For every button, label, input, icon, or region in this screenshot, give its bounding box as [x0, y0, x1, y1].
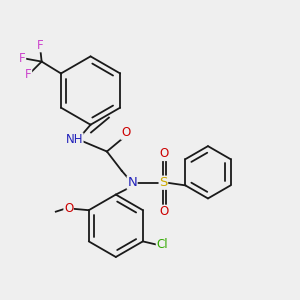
- Text: NH: NH: [65, 133, 83, 146]
- Text: Cl: Cl: [156, 238, 168, 251]
- Text: S: S: [159, 176, 168, 189]
- Text: O: O: [64, 202, 73, 215]
- Text: F: F: [19, 52, 26, 65]
- Text: N: N: [127, 176, 137, 189]
- Text: O: O: [160, 205, 169, 218]
- Text: O: O: [121, 126, 130, 139]
- Text: O: O: [160, 147, 169, 160]
- Text: F: F: [37, 39, 44, 52]
- Text: F: F: [25, 68, 32, 82]
